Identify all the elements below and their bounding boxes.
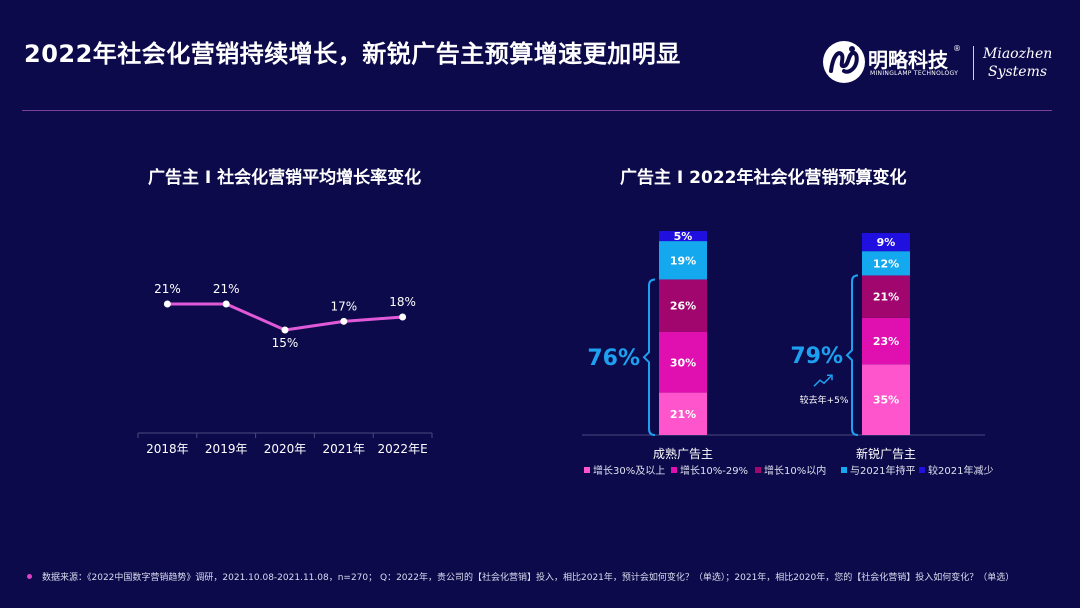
growth-bracket [845,274,859,436]
data-label: 21% [154,282,181,296]
logo-name-cn: 明略科技 [868,48,948,72]
bar-segment [659,241,707,280]
legend-swatch [919,467,925,473]
data-point [222,300,230,308]
bar-segment [862,233,910,252]
footer-source: 数据来源：《2022中国数字营销趋势》调研，2021.10.08-2021.11… [42,573,1015,583]
bar-chart-title: 广告主 I 2022年社会化营销预算变化 [620,168,907,188]
data-label: 17% [330,299,357,313]
segment-label: 19% [670,254,696,267]
legend-label: 增长10%以内 [764,464,826,477]
data-label: 15% [272,336,299,350]
logo-separator [973,46,974,80]
bar-segment [659,230,707,242]
line-chart: 21% 2018年 21% 2019年 15% 2020年 17% 2021年 18% 2022年… [137,282,433,456]
legend-label: 增长30%及以上 [593,464,665,477]
logo-systems: Systems [988,64,1048,80]
line-chart-title: 广告主 I 社会化营销平均增长率变化 [148,168,422,188]
bar-segment [659,392,707,435]
legend-label: 与2021年持平 [850,464,915,477]
x-tick-label: 2019年 [205,442,248,456]
brand-logo: 明略科技 ® MININGLAMP TECHNOLOGY Miaozhen Sy… [822,40,1052,86]
data-point [399,313,407,321]
data-label: 18% [389,295,416,309]
legend-swatch [755,467,761,473]
segment-label: 35% [873,394,899,407]
series-line [167,302,403,332]
data-point [163,300,171,308]
segment-label: 23% [873,335,899,348]
bar-segment [862,275,910,318]
growth-annotation: 较去年+5% [800,394,849,406]
x-tick-label: 2020年 [264,442,307,456]
legend-swatch [584,467,590,473]
x-tick-label: 新锐广告主 [856,446,916,461]
trend-up-icon [813,375,832,387]
x-tick-label: 2018年 [146,442,189,456]
legend-swatch [671,467,677,473]
logo-miaozhen: Miaozhen [983,46,1053,62]
bar-segment [862,251,910,276]
segment-label: 5% [674,230,693,243]
footer-bullet [27,574,32,579]
bar-segment [659,279,707,332]
growth-bracket [642,278,656,436]
logo-mark-icon [823,41,865,83]
segment-label: 9% [877,236,896,249]
x-tick-label: 2022年E [378,442,428,456]
page-title: 2022年社会化营销持续增长，新锐广告主预算增速更加明显 [24,40,681,68]
logo-name-en: MININGLAMP TECHNOLOGY [870,70,959,77]
trend-arrowhead-icon [827,374,833,381]
growth-total-label: 76% [587,346,640,371]
segment-label: 21% [670,408,696,421]
segment-label: 12% [873,257,899,270]
legend-swatch [841,467,847,473]
x-tick-label: 2021年 [323,442,366,456]
legend-label: 增长10%-29% [680,464,748,477]
bar-segment [862,364,910,435]
logo-registered-mark: ® [953,44,961,53]
segment-label: 21% [873,291,899,304]
header-divider [22,110,1052,111]
data-point [340,317,348,325]
x-tick-label: 成熟广告主 [653,446,713,461]
legend-label: 较2021年减少 [928,464,993,477]
data-point [281,326,289,334]
growth-total-label: 79% [790,344,843,369]
segment-label: 30% [670,356,696,369]
bar-segment [862,317,910,365]
stacked-bar-chart: 21% 30% 26% 19% 5% 成熟广告主 76% 35% 23% 21% 12% 9% 新锐广告… [582,230,993,477]
bar-segment [659,331,707,393]
segment-label: 26% [670,300,696,313]
data-label: 21% [213,282,240,296]
